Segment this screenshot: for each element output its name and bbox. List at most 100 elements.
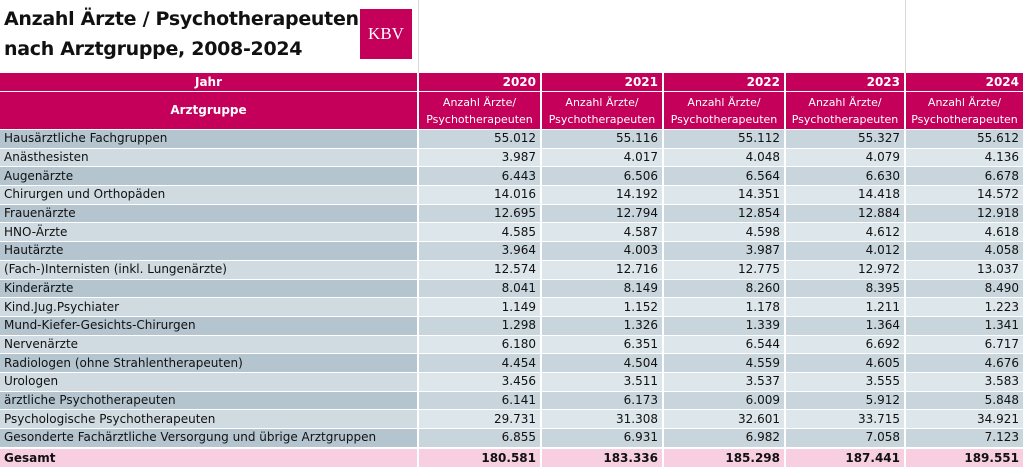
measure-line: Psychotherapeuten — [426, 112, 533, 126]
value-cell: 1.298 — [418, 316, 542, 336]
value-cell: 1.326 — [541, 316, 664, 336]
measure-line: Anzahl Ärzte/ — [687, 95, 761, 109]
value-cell: 6.443 — [418, 166, 542, 187]
data-row: Kinderärzte 8.041 8.149 8.260 8.395 8.490 — [0, 279, 1024, 299]
value-cell: 14.572 — [905, 185, 1024, 205]
total-value: 187.441 — [785, 446, 906, 468]
group-cell: Psychologische Psychotherapeuten — [0, 409, 419, 429]
value-cell: 4.618 — [905, 222, 1024, 243]
value-cell: 14.418 — [785, 185, 906, 205]
value-cell: 7.058 — [785, 428, 906, 449]
year-label: Jahr — [0, 73, 419, 92]
separator — [418, 0, 419, 73]
data-row: Gesonderte Fachärztliche Versorgung und … — [0, 428, 1024, 449]
title-line: nach Arztgruppe, 2008-2024 — [4, 38, 303, 60]
group-cell: (Fach-)Internisten (inkl. Lungenärzte) — [0, 260, 419, 280]
value-cell: 4.605 — [785, 353, 906, 373]
value-cell: 14.016 — [418, 185, 542, 205]
value-cell: 4.676 — [905, 353, 1024, 373]
value-cell: 3.987 — [418, 148, 542, 168]
value-cell: 3.456 — [418, 372, 542, 392]
value-cell: 6.931 — [541, 428, 664, 449]
value-cell: 31.308 — [541, 409, 664, 429]
data-row: Radiologen (ohne Strahlentherapeuten) 4.4… — [0, 353, 1024, 373]
group-cell: Hausärztliche Fachgruppen — [0, 129, 419, 149]
logo: KBV — [360, 9, 412, 59]
value-cell: 12.716 — [541, 260, 664, 280]
value-cell: 3.537 — [663, 372, 786, 392]
value-cell: 12.854 — [663, 204, 786, 224]
value-cell: 14.351 — [663, 185, 786, 205]
value-cell: 55.012 — [418, 129, 542, 149]
group-cell: Kind.Jug.Psychiater — [0, 297, 419, 317]
value-cell: 1.223 — [905, 297, 1024, 317]
data-row: Frauenärzte 12.695 12.794 12.854 12.884 12.91… — [0, 204, 1024, 224]
column-header-row: Arztgruppe Anzahl Ärzte/Psychotherapeuten… — [0, 91, 1024, 130]
group-cell: Frauenärzte — [0, 204, 419, 224]
value-cell: 32.601 — [663, 409, 786, 429]
value-cell: 55.327 — [785, 129, 906, 149]
value-cell: 3.583 — [905, 372, 1024, 392]
value-cell: 4.079 — [785, 148, 906, 168]
value-cell: 6.855 — [418, 428, 542, 449]
value-cell: 8.260 — [663, 279, 786, 299]
value-cell: 6.692 — [785, 335, 906, 355]
group-cell: HNO-Ärzte — [0, 222, 419, 243]
measure-line: Anzahl Ärzte/ — [927, 95, 1002, 109]
year-header: 2022 — [663, 73, 786, 92]
group-cell: Hautärzte — [0, 241, 419, 261]
value-cell: 29.731 — [418, 409, 542, 429]
value-cell: 4.017 — [541, 148, 664, 168]
value-cell: 7.123 — [905, 428, 1024, 449]
value-cell: 6.678 — [905, 166, 1024, 187]
data-row: Kind.Jug.Psychiater 1.149 1.152 1.178 1.211 1… — [0, 297, 1024, 317]
total-label: Gesamt — [0, 446, 419, 468]
measure-header: Anzahl Ärzte/Psychotherapeuten — [663, 91, 786, 130]
data-row: Nervenärzte 6.180 6.351 6.544 6.692 6.717 — [0, 335, 1024, 355]
data-row: HNO-Ärzte 4.585 4.587 4.598 4.612 4.618 — [0, 222, 1024, 243]
value-cell: 4.058 — [905, 241, 1024, 261]
measure-line: Psychotherapeuten — [911, 112, 1018, 126]
value-cell: 6.180 — [418, 335, 542, 355]
group-cell: Chirurgen und Orthopäden — [0, 185, 419, 205]
measure-line: Anzahl Ärzte/ — [808, 95, 882, 109]
value-cell: 6.544 — [663, 335, 786, 355]
value-cell: 55.112 — [663, 129, 786, 149]
value-cell: 6.173 — [541, 391, 664, 411]
value-cell: 55.116 — [541, 129, 664, 149]
total-value: 189.551 — [905, 446, 1024, 468]
total-value: 180.581 — [418, 446, 542, 468]
value-cell: 3.511 — [541, 372, 664, 392]
value-cell: 4.612 — [785, 222, 906, 243]
value-cell: 4.585 — [418, 222, 542, 243]
value-cell: 8.041 — [418, 279, 542, 299]
value-cell: 6.982 — [663, 428, 786, 449]
value-cell: 6.351 — [541, 335, 664, 355]
value-cell: 12.695 — [418, 204, 542, 224]
total-value: 183.336 — [541, 446, 664, 468]
group-cell: Radiologen (ohne Strahlentherapeuten) — [0, 353, 419, 373]
value-cell: 12.574 — [418, 260, 542, 280]
value-cell: 13.037 — [905, 260, 1024, 280]
value-cell: 8.149 — [541, 279, 664, 299]
measure-line: Psychotherapeuten — [670, 112, 778, 126]
value-cell: 3.555 — [785, 372, 906, 392]
year-header: 2023 — [785, 73, 906, 92]
data-row: Hausärztliche Fachgruppen 55.012 55.116 55.… — [0, 129, 1024, 149]
data-row: Chirurgen und Orthopäden 14.016 14.192 14.3… — [0, 185, 1024, 205]
title-line: Anzahl Ärzte / Psychotherapeuten — [4, 8, 359, 30]
data-row: Mund-Kiefer-Gesichts-Chirurgen 1.298 1.326… — [0, 316, 1024, 336]
value-cell: 12.884 — [785, 204, 906, 224]
value-cell: 1.364 — [785, 316, 906, 336]
value-cell: 4.012 — [785, 241, 906, 261]
total-value: 185.298 — [663, 446, 786, 468]
measure-header: Anzahl Ärzte/Psychotherapeuten — [418, 91, 542, 130]
year-header: 2021 — [541, 73, 664, 92]
value-cell: 6.141 — [418, 391, 542, 411]
value-cell: 6.630 — [785, 166, 906, 187]
measure-line: Anzahl Ärzte/ — [565, 95, 639, 109]
header: Anzahl Ärzte / Psychotherapeuten nach Ar… — [0, 0, 1024, 73]
value-cell: 1.341 — [905, 316, 1024, 336]
